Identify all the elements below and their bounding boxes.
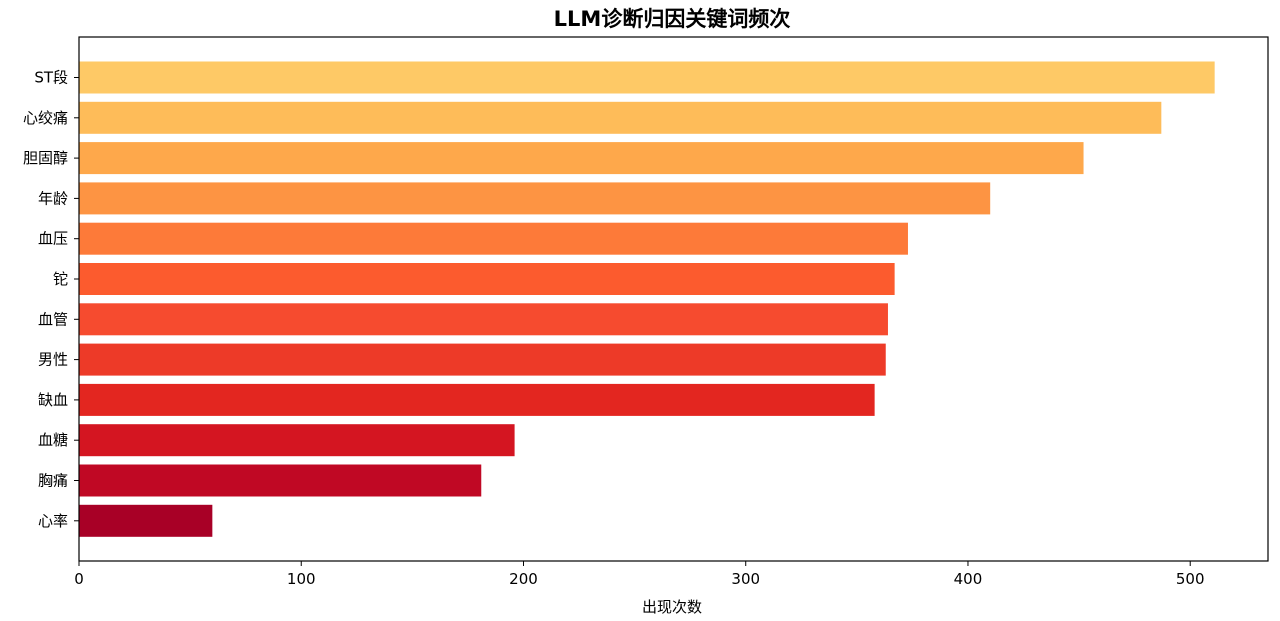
bars-group <box>79 61 1215 537</box>
bar-4 <box>79 222 908 255</box>
y-tick-label: 胸痛 <box>38 472 68 490</box>
bar-6 <box>79 303 888 336</box>
x-axis-ticks: 0 100 200 300 400 500 <box>74 561 1205 588</box>
bar-11 <box>79 504 213 537</box>
bar-10 <box>79 464 482 497</box>
y-tick-label: 年龄 <box>38 189 68 207</box>
x-tick-label: 0 <box>74 570 84 588</box>
y-tick-label: 心绞痛 <box>23 109 68 127</box>
y-tick-label: ST段 <box>34 69 68 87</box>
x-tick-label: 500 <box>1176 570 1205 588</box>
y-tick-label: 心率 <box>38 512 68 530</box>
x-tick-label: 400 <box>954 570 983 588</box>
bar-3 <box>79 182 991 215</box>
y-tick-label: 胆固醇 <box>23 149 68 167</box>
bar-7 <box>79 343 886 376</box>
y-tick-label: 血糖 <box>38 431 68 449</box>
y-tick-label: 男性 <box>38 351 68 369</box>
bar-0 <box>79 61 1215 94</box>
bar-8 <box>79 383 875 416</box>
chart-title: LLM诊断归因关键词频次 <box>554 7 791 31</box>
bar-2 <box>79 142 1084 175</box>
bar-1 <box>79 101 1162 134</box>
x-tick-label: 100 <box>287 570 316 588</box>
bar-5 <box>79 263 895 295</box>
y-tick-label: 血压 <box>38 230 68 248</box>
y-tick-label: 血管 <box>38 310 68 328</box>
y-tick-label: 缺血 <box>38 391 68 409</box>
plot-frame <box>78 36 1269 562</box>
y-tick-label: 铊 <box>53 270 68 288</box>
x-tick-label: 300 <box>731 570 760 588</box>
x-tick-label: 200 <box>509 570 538 588</box>
x-axis-label: 出现次数 <box>642 598 702 616</box>
bar-9 <box>79 424 515 457</box>
